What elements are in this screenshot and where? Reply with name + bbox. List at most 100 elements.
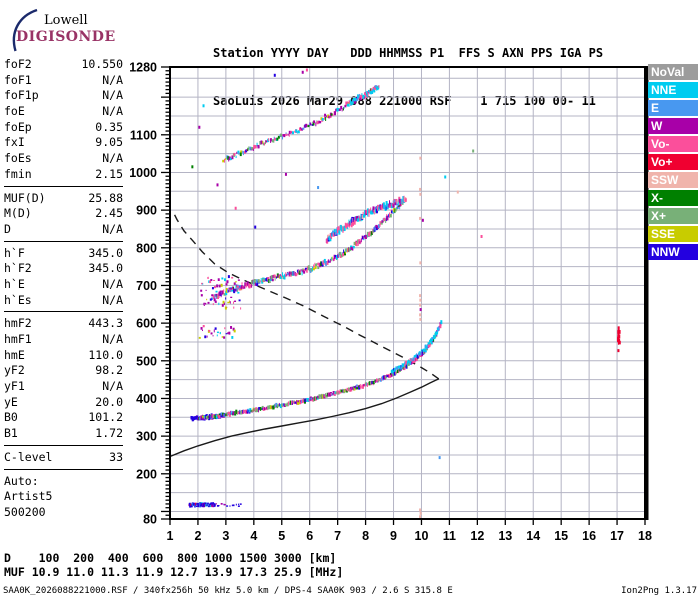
x-tick-label: 14 [526, 529, 540, 543]
y-tick-label: 900 [136, 204, 157, 218]
param-row-artist5: Artist5 [4, 489, 123, 505]
param-row-yf2: yF2 98.2 [4, 363, 123, 379]
param-label: Auto: [4, 473, 39, 488]
param-value: 0.35 [95, 119, 123, 134]
param-row-he: h`E N/A [4, 277, 123, 293]
param-value: 1.72 [95, 426, 123, 441]
param-label: yF2 [4, 363, 25, 378]
x-tick-label: 12 [470, 529, 484, 543]
true-height-profile-curve [170, 378, 440, 458]
param-label: MUF(D) [4, 190, 46, 205]
param-label: h`F2 [4, 261, 32, 276]
echo-trace-F-trace-xmode-edge [390, 320, 443, 374]
param-value: 443.3 [88, 316, 123, 331]
param-row-hme: hmE 110.0 [4, 348, 123, 364]
param-label: h`F [4, 245, 25, 260]
echo-trace-F-trace-first-hop [197, 322, 442, 421]
logo-arc-icon [12, 8, 38, 52]
x-tick-label: 18 [638, 529, 652, 543]
scaled-parameters-panel: foF2 10.550 foF1 N/A foF1p N/A foE N/A foEp 0.35 f… [4, 57, 123, 521]
param-divider [4, 311, 123, 313]
echo-trace-isolated-echoes [191, 68, 620, 460]
grid-lines [169, 67, 646, 519]
legend-item-w: W [648, 118, 698, 134]
param-row-fof1: foF1 N/A [4, 73, 123, 89]
param-label: 500200 [4, 504, 46, 519]
echo-trace-rfi-17mhz-streak [617, 326, 621, 345]
x-tick-label: 13 [498, 529, 512, 543]
logo-text-lowell: Lowell [44, 13, 88, 28]
y-tick-label: 600 [136, 317, 157, 331]
echo-trace-E-region-echo [188, 502, 216, 508]
param-value: N/A [102, 72, 123, 87]
param-value: N/A [102, 221, 123, 236]
param-value: 25.88 [88, 190, 123, 205]
param-row-hf2: h`F2 345.0 [4, 261, 123, 277]
param-row-mufd: MUF(D) 25.88 [4, 191, 123, 207]
echo-trace-spread-cluster-low [200, 275, 243, 310]
param-value: N/A [102, 88, 123, 103]
param-value: 345.0 [88, 261, 123, 276]
y-tick-label: 1000 [129, 166, 157, 180]
x-tick-label: 5 [278, 529, 285, 543]
distance-row: D 100 200 400 600 800 1000 1500 3000 [km… [4, 551, 337, 565]
param-value: N/A [102, 151, 123, 166]
param-value: 98.2 [95, 363, 123, 378]
x-tick-label: 3 [222, 529, 229, 543]
legend-item-vo: Vo+ [648, 154, 698, 170]
param-label: M(D) [4, 206, 32, 221]
legend-item-nne: NNE [648, 82, 698, 98]
x-tick-label: 11 [443, 529, 456, 543]
y-tick-label: 300 [136, 430, 157, 444]
param-label: foF2 [4, 57, 32, 71]
x-tick-label: 16 [582, 529, 596, 543]
muf-distance-table: D 100 200 400 600 800 1000 1500 3000 [km… [4, 551, 344, 579]
x-tick-label: 15 [554, 529, 568, 543]
param-row-clevel: C-level 33 [4, 450, 123, 466]
x-tick-label: 7 [334, 529, 341, 543]
legend-item-ssw: SSW [648, 172, 698, 188]
muf-row: MUF 10.9 11.0 11.3 11.9 12.7 13.9 17.3 2… [4, 564, 344, 579]
param-row-d: D N/A [4, 222, 123, 238]
param-row-yf1: yF1 N/A [4, 379, 123, 395]
station-header-line-1: Station YYYY DAY DDD HHMMSS P1 FFS S AXN… [213, 46, 604, 60]
param-value: 101.2 [88, 410, 123, 425]
x-tick-label: 4 [250, 529, 257, 543]
param-divider [4, 444, 123, 446]
x-tick-label: 9 [390, 529, 397, 543]
plot-frame [169, 66, 649, 520]
status-file-info: SAA0K_2026088221000.RSF / 340fx256h 50 k… [3, 586, 453, 596]
profile-curves [170, 209, 440, 458]
y-tick-label: 400 [136, 392, 157, 406]
param-label: fmin [4, 166, 32, 181]
param-row-fxi: fxI 9.05 [4, 135, 123, 151]
param-label: B1 [4, 426, 18, 441]
x-tick-label: 8 [362, 529, 369, 543]
param-row-foe: foE N/A [4, 104, 123, 120]
param-label: foE [4, 104, 25, 119]
param-row-md: M(D) 2.45 [4, 206, 123, 222]
param-label: foF1 [4, 72, 32, 87]
param-label: hmE [4, 347, 25, 362]
param-value: 2.45 [95, 206, 123, 221]
param-row-fof1p: foF1p N/A [4, 88, 123, 104]
x-tick-label: 6 [306, 529, 313, 543]
x-tick-label: 2 [194, 529, 201, 543]
legend-item-x: X+ [648, 208, 698, 224]
x-tick-label: 17 [610, 529, 624, 543]
topside-model-curve [171, 209, 440, 380]
echo-status-legend: NoVal NNE E W Vo- Vo+ SSW X- X+ SSE NNW [648, 64, 698, 262]
lowell-digisonde-logo: Lowell DIGISONDE [6, 6, 121, 52]
param-label: hmF1 [4, 332, 32, 346]
param-row-fof2: foF2 10.550 [4, 57, 123, 73]
param-label: h`E [4, 276, 25, 291]
param-value: 10.550 [81, 57, 123, 71]
param-row-500200: 500200 [4, 505, 123, 521]
param-label: Artist5 [4, 489, 53, 504]
legend-item-nnw: NNW [648, 244, 698, 260]
param-value: N/A [102, 276, 123, 291]
y-tick-label: 200 [136, 467, 157, 481]
echo-trace-third-hop-top-cyan [345, 85, 380, 107]
